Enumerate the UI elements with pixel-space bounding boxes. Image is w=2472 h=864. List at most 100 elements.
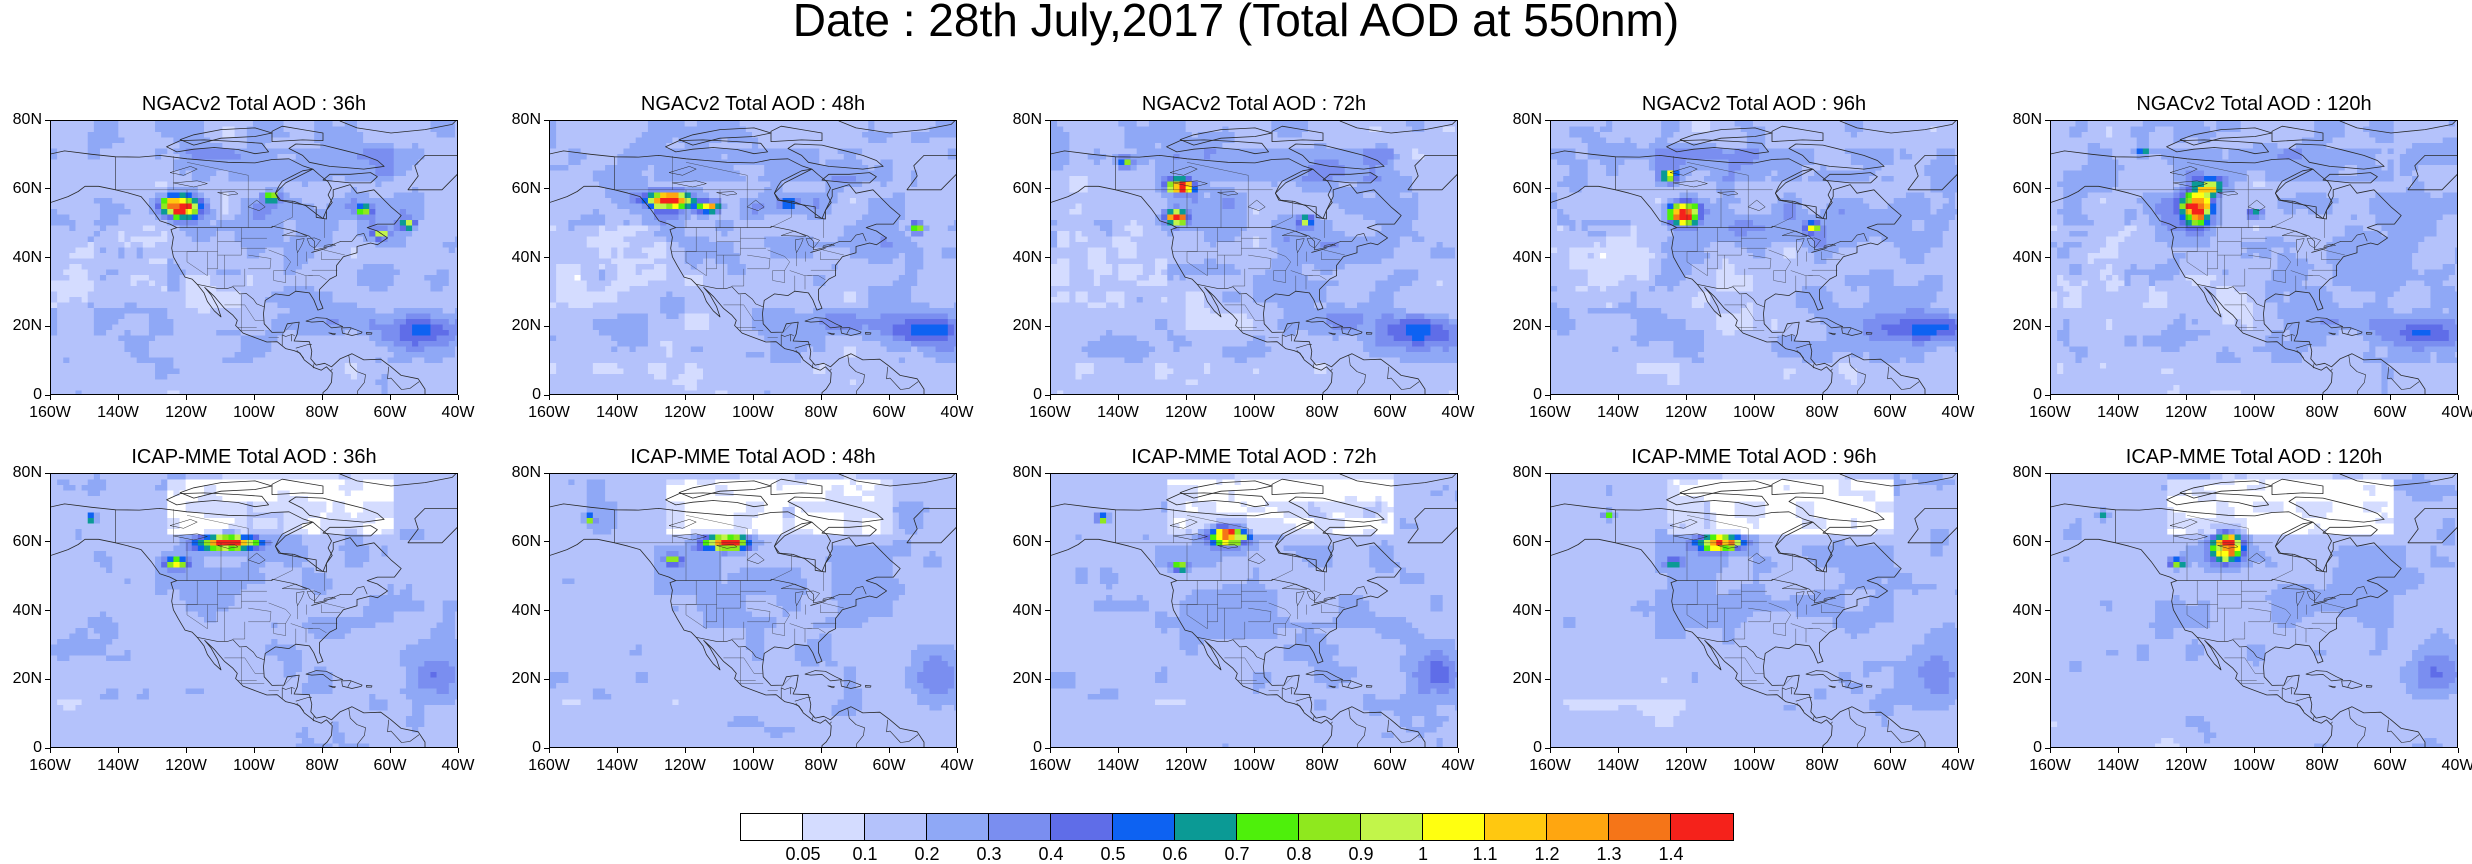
lat-tick: [45, 257, 50, 258]
colorbar-swatch: [1547, 814, 1609, 840]
map-svg: [1551, 121, 1958, 395]
lon-tick: [1550, 748, 1551, 753]
lat-tick-label: 0: [1002, 739, 1042, 757]
colorbar-label: 0.05: [778, 844, 828, 864]
lat-tick-label: 80N: [1002, 464, 1042, 482]
lon-tick: [1458, 748, 1459, 753]
lon-tick: [1390, 748, 1391, 753]
lon-tick-label: 160W: [25, 404, 75, 422]
lon-tick-label: 160W: [1525, 757, 1575, 775]
lat-tick: [45, 679, 50, 680]
lon-tick: [2186, 748, 2187, 753]
lon-tick: [1186, 748, 1187, 753]
lon-tick: [1322, 748, 1323, 753]
aod-map: [2050, 120, 2458, 395]
lat-tick: [2045, 120, 2050, 121]
lat-tick-label: 40N: [2, 602, 42, 620]
lon-tick-label: 100W: [1729, 404, 1779, 422]
lon-tick-label: 100W: [1229, 404, 1279, 422]
lon-tick: [2390, 395, 2391, 400]
lon-tick: [753, 395, 754, 400]
lon-tick-label: 60W: [2365, 404, 2415, 422]
colorbar-swatch: [741, 814, 803, 840]
colorbar-label: 0.4: [1026, 844, 1076, 864]
lon-tick-label: 80W: [1797, 404, 1847, 422]
lon-tick: [2458, 395, 2459, 400]
lat-tick: [45, 120, 50, 121]
lon-tick: [2050, 748, 2051, 753]
colorbar-label: 1.3: [1584, 844, 1634, 864]
lat-tick: [1045, 188, 1050, 189]
lat-tick-label: 80N: [1502, 464, 1542, 482]
lon-tick: [1822, 748, 1823, 753]
lon-tick-label: 40W: [2433, 757, 2472, 775]
lon-tick: [617, 395, 618, 400]
lon-tick: [753, 748, 754, 753]
lon-tick-label: 140W: [1093, 757, 1143, 775]
lat-tick-label: 0: [2, 386, 42, 404]
lon-tick: [458, 748, 459, 753]
colorbar-label: 0.6: [1150, 844, 1200, 864]
lat-tick: [1545, 541, 1550, 542]
map-svg: [550, 121, 957, 395]
panel-title: ICAP-MME Total AOD : 36h: [50, 445, 458, 469]
lon-tick: [186, 395, 187, 400]
lon-tick-label: 160W: [524, 757, 574, 775]
lat-tick-label: 40N: [501, 602, 541, 620]
lat-tick-label: 0: [2002, 386, 2042, 404]
lat-tick: [1545, 188, 1550, 189]
lat-tick-label: 60N: [2002, 180, 2042, 198]
map-svg: [51, 121, 458, 395]
lat-tick-label: 80N: [501, 111, 541, 129]
lon-tick-label: 120W: [660, 757, 710, 775]
lon-tick: [254, 395, 255, 400]
lon-tick-label: 60W: [1365, 404, 1415, 422]
lat-tick-label: 20N: [1002, 670, 1042, 688]
lat-tick-label: 60N: [2, 533, 42, 551]
lat-tick-label: 60N: [1002, 180, 1042, 198]
lon-tick-label: 120W: [161, 757, 211, 775]
lon-tick: [889, 395, 890, 400]
lon-tick: [2322, 395, 2323, 400]
lon-tick: [322, 748, 323, 753]
lon-tick: [1550, 395, 1551, 400]
lon-tick-label: 60W: [1865, 404, 1915, 422]
colorbar-label: 0.8: [1274, 844, 1324, 864]
aod-map: [50, 120, 458, 395]
lat-tick-label: 40N: [501, 249, 541, 267]
lat-tick-label: 80N: [1002, 111, 1042, 129]
aod-field: [1051, 121, 1458, 395]
lat-tick-label: 40N: [1002, 249, 1042, 267]
aod-map: [549, 120, 957, 395]
lon-tick: [2390, 748, 2391, 753]
lon-tick: [254, 748, 255, 753]
lon-tick: [1390, 395, 1391, 400]
lat-tick-label: 0: [501, 386, 541, 404]
lon-tick-label: 60W: [1865, 757, 1915, 775]
lon-tick-label: 40W: [2433, 404, 2472, 422]
lat-tick-label: 20N: [2002, 670, 2042, 688]
lon-tick-label: 160W: [25, 757, 75, 775]
lon-tick: [957, 748, 958, 753]
lat-tick-label: 60N: [2, 180, 42, 198]
lat-tick-label: 40N: [1502, 602, 1542, 620]
lon-tick-label: 60W: [864, 757, 914, 775]
colorbar-swatch: [865, 814, 927, 840]
colorbar: [740, 813, 1734, 841]
lat-tick-label: 60N: [1002, 533, 1042, 551]
aod-field: [1551, 474, 1958, 748]
lat-tick: [1045, 610, 1050, 611]
lon-tick-label: 140W: [2093, 757, 2143, 775]
lat-tick: [1045, 541, 1050, 542]
map-svg: [2051, 474, 2458, 748]
lon-tick-label: 60W: [365, 757, 415, 775]
lon-tick-label: 60W: [2365, 757, 2415, 775]
lon-tick: [2186, 395, 2187, 400]
lon-tick-label: 120W: [1661, 757, 1711, 775]
lon-tick-label: 120W: [1161, 757, 1211, 775]
lon-tick-label: 60W: [365, 404, 415, 422]
lon-tick: [1958, 395, 1959, 400]
lon-tick-label: 40W: [1433, 404, 1483, 422]
lon-tick-label: 80W: [796, 404, 846, 422]
colorbar-swatch: [1671, 814, 1733, 840]
